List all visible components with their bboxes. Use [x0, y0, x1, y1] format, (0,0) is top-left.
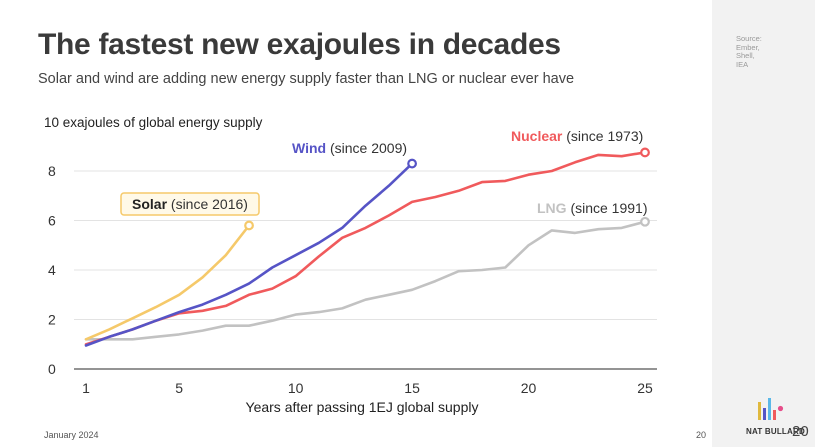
- x-tick-label: 5: [175, 380, 183, 396]
- y-tick-label: 4: [48, 262, 56, 278]
- footer-date: January 2024: [44, 430, 99, 440]
- series-name-lng: LNG: [537, 200, 567, 216]
- y-tick-label: 2: [48, 312, 56, 328]
- brand-page-number: 20: [792, 423, 809, 440]
- source-line: Shell,: [736, 51, 755, 60]
- series-name-wind: Wind: [292, 140, 326, 156]
- x-tick-label: 1: [82, 380, 90, 396]
- page-subtitle: Solar and wind are adding new energy sup…: [38, 71, 575, 87]
- series-label-solar: Solar (since 2016): [132, 196, 248, 212]
- y-tick-label: 8: [48, 163, 56, 179]
- series-end-marker-lng: [640, 216, 650, 227]
- source-line: Ember,: [736, 42, 760, 52]
- series-line-wind: [84, 162, 414, 347]
- x-tick-label: 15: [404, 380, 420, 396]
- series-end-marker-nuclear: [640, 147, 650, 158]
- brand-logo-icon: [758, 398, 784, 420]
- brand-name: NAT BULLARD: [746, 427, 805, 436]
- series-end-marker-wind: [407, 158, 417, 169]
- x-tick-label: 25: [637, 380, 653, 396]
- series-name-solar: Solar: [132, 196, 168, 212]
- series-line-solar: [84, 224, 251, 341]
- y-tick-label: 6: [48, 213, 56, 229]
- series-name-nuclear: Nuclear: [511, 128, 563, 144]
- series-since-nuclear: (since 1973): [562, 128, 643, 144]
- solar-label-box: [120, 192, 260, 216]
- y-axis-title: 10 exajoules of global energy supply: [44, 115, 263, 130]
- series-end-marker-solar: [244, 220, 254, 231]
- series-label-nuclear: Nuclear (since 1973): [511, 128, 643, 144]
- series-since-wind: (since 2009): [326, 140, 407, 156]
- series-label-lng: LNG (since 1991): [537, 200, 648, 216]
- series-line-lng: [84, 220, 647, 341]
- source-note: Source: Ember, Shell, IEA: [736, 34, 762, 69]
- sidebar-panel: [712, 0, 815, 447]
- series-since-lng: (since 1991): [567, 200, 648, 216]
- page-number: 20: [696, 430, 707, 440]
- y-tick-label: 0: [48, 361, 56, 377]
- series-since-solar: (since 2016): [167, 196, 248, 212]
- series-label-wind: Wind (since 2009): [292, 140, 407, 156]
- x-tick-label: 20: [521, 380, 537, 396]
- x-tick-label: 10: [288, 380, 304, 396]
- x-axis-title: Years after passing 1EJ global supply: [246, 399, 479, 415]
- source-line: Source:: [736, 34, 762, 43]
- page-title: The fastest new exajoules in decades: [38, 28, 561, 61]
- source-line: IEA: [736, 59, 749, 69]
